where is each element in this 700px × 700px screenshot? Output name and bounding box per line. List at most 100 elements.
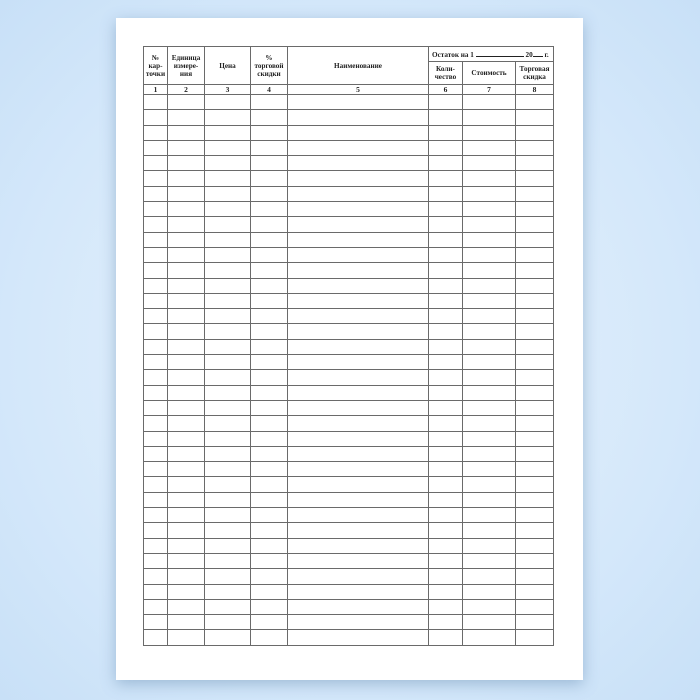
table-cell[interactable] [428,354,463,371]
table-cell[interactable] [428,598,463,616]
table-cell[interactable] [204,124,251,141]
table-cell[interactable] [167,93,205,111]
table-cell[interactable] [143,537,168,554]
table-cell[interactable] [287,323,429,340]
table-cell[interactable] [462,323,516,340]
table-cell[interactable] [428,262,463,279]
table-cell[interactable] [250,262,288,279]
table-cell[interactable] [287,170,429,187]
table-cell[interactable] [515,277,554,294]
table-cell[interactable] [462,491,516,509]
table-cell[interactable] [143,292,168,310]
table-cell[interactable] [143,476,168,493]
table-cell[interactable] [462,430,516,447]
table-cell[interactable] [204,629,251,646]
table-cell[interactable] [515,583,554,600]
table-cell[interactable] [287,537,429,554]
table-cell[interactable] [204,583,251,600]
table-cell[interactable] [428,491,463,509]
table-cell[interactable] [287,522,429,539]
table-cell[interactable] [462,629,516,646]
table-cell[interactable] [462,216,516,233]
table-cell[interactable] [515,124,554,141]
table-cell[interactable] [204,246,251,264]
table-cell[interactable] [167,231,205,248]
table-cell[interactable] [167,216,205,233]
table-cell[interactable] [462,537,516,554]
table-cell[interactable] [515,139,554,157]
table-cell[interactable] [204,461,251,478]
table-cell[interactable] [287,491,429,509]
table-cell[interactable] [515,598,554,616]
table-cell[interactable] [167,568,205,585]
table-cell[interactable] [204,476,251,493]
table-cell[interactable] [287,384,429,401]
table-cell[interactable] [287,155,429,172]
table-cell[interactable] [462,552,516,570]
table-cell[interactable] [515,262,554,279]
table-cell[interactable] [167,614,205,631]
table-cell[interactable] [143,185,168,203]
table-cell[interactable] [515,354,554,371]
table-cell[interactable] [204,109,251,126]
table-cell[interactable] [462,354,516,371]
table-cell[interactable] [250,201,288,218]
table-cell[interactable] [462,583,516,600]
table-cell[interactable] [428,231,463,248]
table-cell[interactable] [462,399,516,417]
table-cell[interactable] [428,170,463,187]
table-cell[interactable] [143,445,168,463]
table-cell[interactable] [428,185,463,203]
table-cell[interactable] [143,139,168,157]
table-cell[interactable] [428,308,463,325]
table-cell[interactable] [204,537,251,554]
table-cell[interactable] [204,415,251,432]
table-cell[interactable] [287,109,429,126]
table-cell[interactable] [462,476,516,493]
table-cell[interactable] [204,201,251,218]
table-cell[interactable] [167,399,205,417]
table-cell[interactable] [167,537,205,554]
table-cell[interactable] [143,338,168,356]
table-cell[interactable] [204,384,251,401]
table-cell[interactable] [204,338,251,356]
table-cell[interactable] [143,552,168,570]
table-cell[interactable] [250,461,288,478]
table-cell[interactable] [515,568,554,585]
table-cell[interactable] [428,124,463,141]
table-cell[interactable] [287,292,429,310]
table-cell[interactable] [515,109,554,126]
table-cell[interactable] [204,216,251,233]
table-cell[interactable] [167,461,205,478]
table-cell[interactable] [428,384,463,401]
table-cell[interactable] [167,445,205,463]
table-cell[interactable] [462,124,516,141]
table-cell[interactable] [204,155,251,172]
table-cell[interactable] [287,185,429,203]
table-cell[interactable] [250,124,288,141]
table-cell[interactable] [167,277,205,294]
table-cell[interactable] [143,461,168,478]
table-cell[interactable] [428,292,463,310]
table-cell[interactable] [167,109,205,126]
table-cell[interactable] [515,292,554,310]
table-cell[interactable] [250,338,288,356]
table-cell[interactable] [250,93,288,111]
table-cell[interactable] [287,277,429,294]
table-cell[interactable] [143,522,168,539]
table-cell[interactable] [515,415,554,432]
table-cell[interactable] [143,93,168,111]
table-cell[interactable] [428,246,463,264]
table-cell[interactable] [167,170,205,187]
table-cell[interactable] [515,399,554,417]
table-cell[interactable] [204,308,251,325]
table-cell[interactable] [287,201,429,218]
table-cell[interactable] [204,292,251,310]
table-cell[interactable] [167,491,205,509]
table-cell[interactable] [143,124,168,141]
table-cell[interactable] [250,308,288,325]
table-cell[interactable] [515,537,554,554]
table-cell[interactable] [167,476,205,493]
table-cell[interactable] [428,583,463,600]
table-cell[interactable] [462,201,516,218]
